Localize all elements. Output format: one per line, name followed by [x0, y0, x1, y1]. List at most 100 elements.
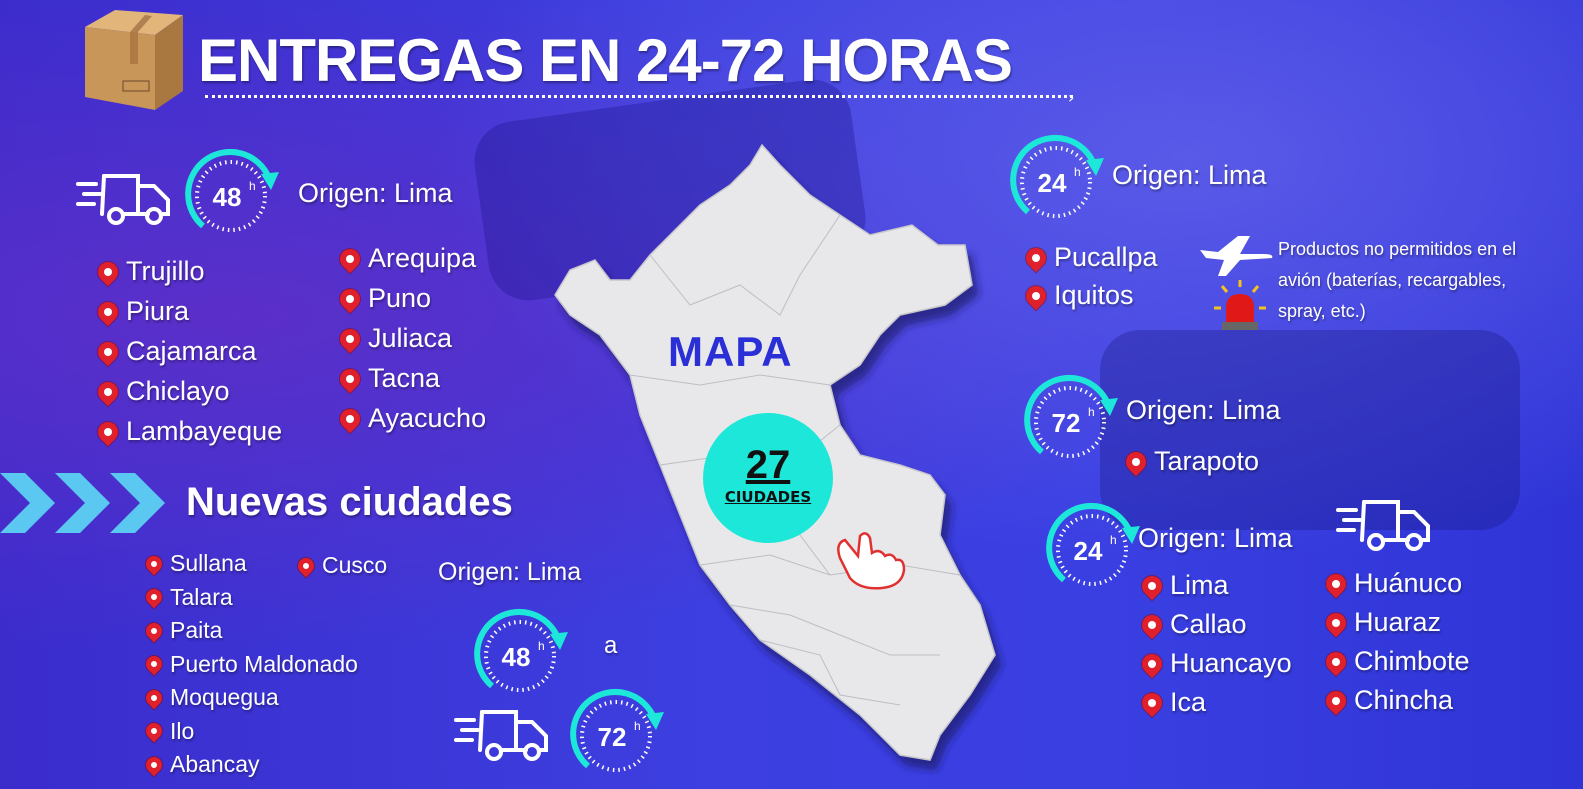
clock-unit: h [249, 179, 256, 193]
city-name: Huánuco [1354, 568, 1463, 598]
location-pin-icon [1321, 608, 1351, 637]
city-name: Talara [170, 583, 233, 610]
clock-unit: h [1074, 165, 1081, 179]
city-item: Trujillo [93, 256, 205, 287]
clock-unit: h [538, 639, 545, 653]
city-name: Iquitos [1054, 280, 1134, 310]
location-pin-icon [142, 753, 166, 776]
city-name: Cusco [322, 552, 388, 578]
city-name: Lima [1170, 570, 1229, 600]
city-name: Puerto Maldonado [170, 650, 358, 677]
location-pin-icon [1137, 688, 1167, 717]
city-item: Tarapoto [1121, 446, 1260, 477]
clock-hours: 72 [1052, 408, 1081, 438]
location-pin-icon [294, 554, 318, 577]
city-name: Lambayeque [126, 416, 283, 446]
city-item: Pucallpa [1021, 242, 1158, 273]
city-name: Moquegua [170, 684, 279, 710]
city-name: Trujillo [126, 256, 205, 286]
city-item: Ilo [142, 717, 195, 745]
page-title: ENTREGAS EN 24-72 HORAS [198, 27, 1013, 94]
city-name: Sullana [170, 550, 247, 576]
city-item: Lima [1137, 570, 1229, 601]
city-item: Paita [142, 617, 223, 644]
clock-unit: h [1110, 533, 1117, 547]
city-name: Chincha [1354, 685, 1454, 715]
clock-72h-icon: 72 h [568, 686, 668, 786]
location-pin-icon [1137, 610, 1167, 639]
clock-hours: 48 [502, 642, 531, 672]
chevrons-right-icon [0, 473, 165, 533]
clock-48h-icon: 48 h [183, 146, 283, 246]
city-item: Moquegua [142, 684, 279, 711]
city-name: Pucallpa [1054, 242, 1158, 272]
city-name: Chimbote [1354, 646, 1470, 676]
origin-label: Origen: Lima [438, 558, 582, 586]
clock-hours: 48 [213, 182, 242, 212]
location-pin-icon [335, 404, 365, 433]
location-pin-icon [1137, 649, 1167, 678]
city-item: Huánuco [1321, 568, 1463, 599]
location-pin-icon [93, 297, 123, 326]
clock-24h-icon: 24 h [1044, 500, 1144, 600]
city-item: Chiclayo [93, 376, 230, 407]
city-item: Cusco [294, 552, 388, 579]
cities-count-badge[interactable]: 27 CIUDADES [703, 413, 833, 543]
delivery-truck-icon [454, 706, 550, 768]
city-item: Iquitos [1021, 280, 1134, 311]
arrow-right-icon: › [1068, 88, 1075, 107]
location-pin-icon [335, 244, 365, 273]
cities-count: 27 [745, 443, 791, 487]
city-item: Arequipa [335, 243, 476, 274]
city-name: Tarapoto [1154, 446, 1260, 476]
airplane-icon [1200, 236, 1273, 276]
location-pin-icon [142, 686, 166, 709]
city-item: Piura [93, 296, 190, 327]
clock-24h-icon: 24 h [1008, 132, 1108, 232]
city-item: Ica [1137, 687, 1207, 718]
city-item: Cajamarca [93, 336, 257, 367]
city-name: Ica [1170, 687, 1207, 717]
title-underline [205, 95, 1073, 98]
location-pin-icon [1021, 281, 1051, 310]
city-item: Lambayeque [93, 416, 283, 447]
map-label: MAPA [668, 328, 793, 375]
city-item: Huaraz [1321, 607, 1441, 638]
location-pin-icon [142, 585, 166, 609]
location-pin-icon [1321, 686, 1351, 715]
location-pin-icon [1021, 243, 1051, 272]
city-name: Ilo [170, 717, 195, 744]
city-name: Callao [1170, 609, 1247, 639]
location-pin-icon [1121, 447, 1151, 476]
delivery-truck-icon [1336, 496, 1432, 558]
location-pin-icon [1321, 569, 1351, 598]
new-cities-title: Nuevas ciudades [186, 480, 513, 524]
clock-hours: 72 [598, 722, 627, 752]
city-item: Talara [142, 583, 233, 611]
city-name: Puno [368, 283, 432, 313]
city-item: Ayacucho [335, 403, 486, 434]
origin-label: Origen: Lima [298, 178, 453, 208]
city-item: Sullana [142, 550, 247, 577]
origin-label: Origen: Lima [1112, 160, 1267, 190]
location-pin-icon [335, 324, 365, 353]
city-item: Juliaca [335, 323, 452, 354]
clock-hours: 24 [1038, 168, 1067, 198]
delivery-truck-icon [76, 170, 172, 232]
location-pin-icon [93, 337, 123, 366]
origin-label: Origen: Lima [1138, 523, 1293, 553]
location-pin-icon [142, 619, 166, 642]
city-item: Puno [335, 283, 432, 314]
city-item: Callao [1137, 609, 1247, 640]
city-name: Chiclayo [126, 376, 230, 406]
city-name: Tacna [368, 363, 441, 393]
city-name: Paita [170, 617, 223, 643]
location-pin-icon [1137, 571, 1167, 600]
city-name: Piura [126, 296, 190, 326]
airplane-restriction-note: Productos no permitidos en el avión (bat… [1278, 239, 1517, 321]
location-pin-icon [1321, 647, 1351, 676]
location-pin-icon [93, 417, 123, 446]
clock-unit: h [634, 719, 641, 733]
location-pin-icon [142, 552, 166, 575]
